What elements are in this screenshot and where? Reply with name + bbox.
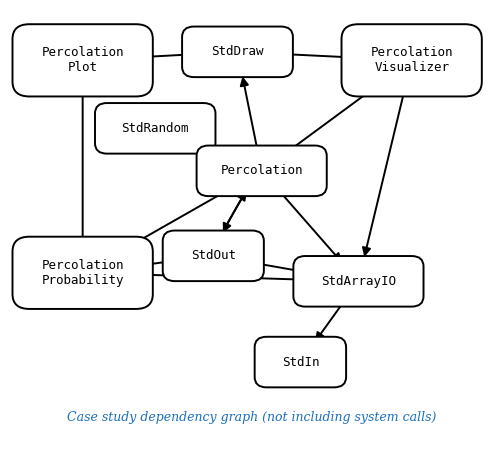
FancyBboxPatch shape (197, 146, 327, 196)
Text: Percolation
Visualizer: Percolation Visualizer (370, 46, 453, 74)
Text: Percolation: Percolation (220, 164, 303, 177)
FancyBboxPatch shape (13, 24, 153, 97)
FancyBboxPatch shape (95, 103, 216, 154)
Text: StdIn: StdIn (282, 355, 319, 368)
FancyBboxPatch shape (182, 27, 293, 77)
Text: Percolation
Probability: Percolation Probability (41, 259, 124, 287)
Text: Percolation
Plot: Percolation Plot (41, 46, 124, 74)
Text: StdDraw: StdDraw (211, 45, 264, 58)
FancyBboxPatch shape (293, 256, 423, 307)
Text: StdOut: StdOut (191, 249, 236, 262)
FancyBboxPatch shape (342, 24, 482, 97)
Text: StdArrayIO: StdArrayIO (321, 275, 396, 288)
Text: StdRandom: StdRandom (121, 122, 189, 135)
Text: Case study dependency graph (not including system calls): Case study dependency graph (not includi… (68, 410, 436, 424)
FancyBboxPatch shape (163, 231, 264, 281)
FancyBboxPatch shape (13, 237, 153, 309)
FancyBboxPatch shape (255, 337, 346, 387)
